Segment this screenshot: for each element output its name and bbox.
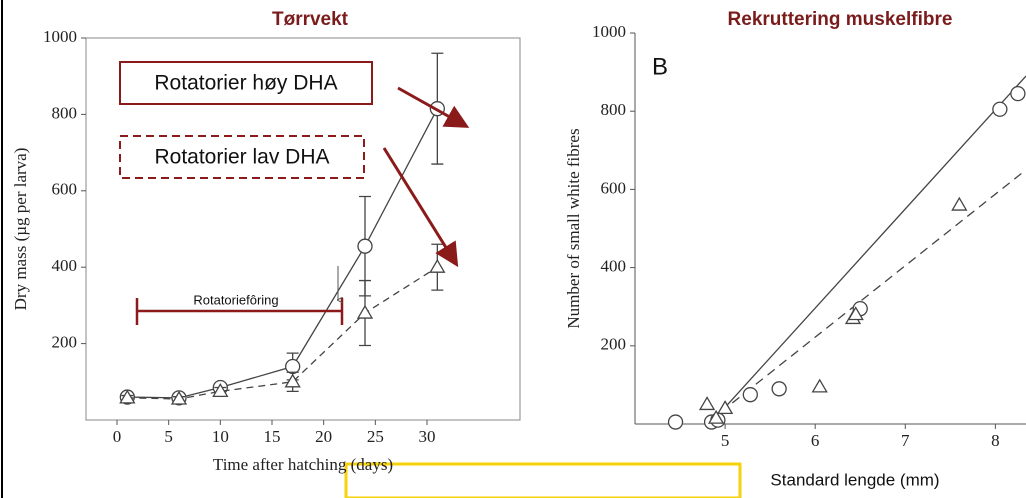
plot-frame bbox=[85, 37, 521, 421]
y-axis-label: Dry mass (µg per larva) bbox=[11, 148, 30, 311]
chart-title: Rekruttering muskelfibre bbox=[728, 9, 953, 30]
fit-line bbox=[720, 75, 1026, 413]
y-tick-label: 600 bbox=[52, 180, 78, 199]
y-axis-label: Number of small white fibres bbox=[564, 128, 583, 328]
y-tick-label: 400 bbox=[601, 257, 627, 276]
x-tick-label: 15 bbox=[264, 427, 281, 446]
annotation: Rotatoriefôring bbox=[193, 292, 278, 307]
annotation: Rotatorier lav DHA bbox=[154, 146, 329, 169]
y-tick-label: 1000 bbox=[592, 22, 626, 41]
y-tick-label: 400 bbox=[52, 256, 78, 275]
point bbox=[716, 400, 734, 415]
y-tick-label: 600 bbox=[601, 178, 627, 197]
y-tick-label: 800 bbox=[52, 103, 78, 122]
point bbox=[285, 358, 301, 375]
x-tick-label: 30 bbox=[419, 427, 436, 446]
point bbox=[170, 390, 188, 405]
point bbox=[698, 396, 716, 411]
x-tick-label: 5 bbox=[164, 427, 173, 446]
x-tick-label: 20 bbox=[315, 427, 332, 446]
x-tick-label: 7 bbox=[901, 431, 910, 450]
fit-line bbox=[720, 169, 1026, 413]
highlight-box bbox=[344, 462, 742, 498]
y-tick-label: 200 bbox=[52, 333, 78, 352]
point bbox=[951, 196, 968, 211]
point bbox=[992, 101, 1008, 117]
x-axis-label: Time after hatching (days) bbox=[213, 455, 393, 474]
chart-title: Tørrvekt bbox=[272, 9, 349, 30]
y-tick-label: 800 bbox=[601, 100, 627, 119]
y-tick-label: 1000 bbox=[43, 27, 77, 46]
x-tick-label: 10 bbox=[212, 427, 229, 446]
arrow bbox=[382, 147, 459, 268]
arrow bbox=[397, 86, 470, 128]
annotation-box bbox=[119, 61, 373, 105]
x-tick-label: 8 bbox=[991, 431, 1000, 450]
point bbox=[847, 306, 864, 321]
point bbox=[356, 304, 374, 319]
point bbox=[811, 378, 828, 393]
x-tick-label: 5 bbox=[721, 431, 730, 450]
x-axis-label: Standard lengde (mm) bbox=[770, 470, 939, 489]
point bbox=[707, 409, 725, 424]
point bbox=[742, 387, 758, 403]
annotation-box bbox=[119, 135, 365, 179]
annotation: Rotatorier høy DHA bbox=[154, 72, 337, 95]
x-tick-label: 6 bbox=[811, 431, 820, 450]
point bbox=[667, 414, 684, 430]
point bbox=[429, 258, 446, 273]
x-tick-label: 0 bbox=[113, 427, 122, 446]
panel-label: B bbox=[652, 53, 668, 80]
point bbox=[771, 381, 787, 397]
series-line bbox=[127, 108, 438, 399]
series-line bbox=[127, 266, 438, 400]
y-tick-label: 200 bbox=[601, 335, 627, 354]
point bbox=[119, 389, 136, 404]
point bbox=[1010, 85, 1026, 102]
point bbox=[357, 238, 373, 254]
x-tick-label: 25 bbox=[367, 427, 384, 446]
point bbox=[212, 383, 229, 397]
point bbox=[284, 373, 301, 388]
